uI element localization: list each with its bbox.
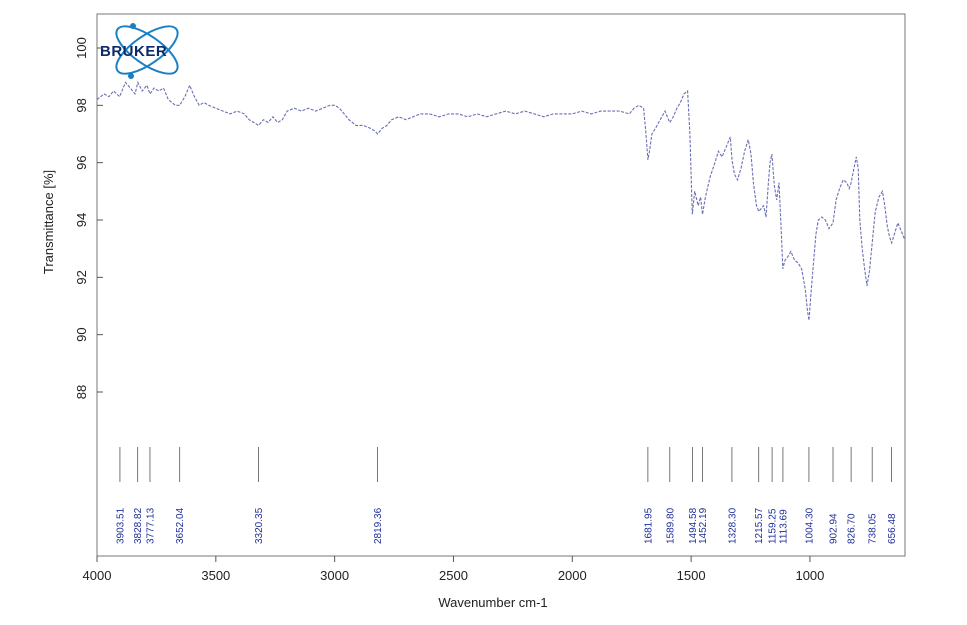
- spectrum-line: [96, 80, 906, 321]
- peak-label: 3777.13: [145, 507, 156, 544]
- peak-label: 3828.82: [133, 507, 144, 544]
- peak-label: 1113.69: [778, 509, 789, 544]
- x-tick-label: 4000: [83, 568, 112, 583]
- peak-label: 1159.25: [768, 508, 779, 544]
- x-tick-label: 2000: [558, 568, 587, 583]
- peak-label: 1215.57: [754, 507, 765, 544]
- peak-label: 1494.58: [688, 507, 699, 544]
- y-tick-label: 88: [74, 385, 89, 399]
- x-tick-label: 1500: [677, 568, 706, 583]
- logo-dot-bottom: [128, 73, 134, 79]
- x-axis-label: Wavenumber cm-1: [438, 595, 547, 610]
- peak-label: 902.94: [829, 513, 840, 544]
- y-axis-label: Transmittance [%]: [41, 170, 56, 274]
- peak-label: 1004.30: [804, 507, 815, 544]
- peak-label: 2819.36: [373, 507, 384, 544]
- peak-label: 1328.30: [727, 507, 738, 544]
- peak-label: 3652.04: [175, 507, 186, 544]
- x-axis: 4000 3500 3000 2500 2000 1500 1000: [83, 556, 824, 583]
- y-tick-label: 92: [74, 270, 89, 284]
- x-tick-label: 2500: [439, 568, 468, 583]
- logo-orbit-1: [115, 25, 179, 75]
- x-tick-label: 1000: [795, 568, 824, 583]
- y-axis: 88 90 92 94 96 98 100: [74, 37, 103, 399]
- x-tick-label: 3000: [320, 568, 349, 583]
- y-tick-label: 90: [74, 327, 89, 341]
- y-tick-label: 96: [74, 155, 89, 169]
- peak-label: 1589.80: [665, 507, 676, 544]
- logo-orbit-2: [115, 25, 179, 75]
- peak-label: 738.05: [868, 513, 879, 544]
- logo-text: BRUKER: [100, 43, 167, 60]
- peak-markers: 3903.51 3828.82 3777.13 3652.04 3320.35 2819.…: [115, 447, 898, 544]
- peak-label: 3320.35: [254, 507, 265, 544]
- peak-label: 656.48: [887, 513, 898, 544]
- x-tick-label: 3500: [201, 568, 230, 583]
- peak-label: 1681.95: [643, 507, 654, 544]
- peak-label: 826.70: [847, 513, 858, 544]
- bruker-logo: BRUKER: [100, 23, 179, 79]
- peak-label: 3903.51: [115, 507, 126, 544]
- y-tick-label: 100: [74, 37, 89, 59]
- peak-label: 1452.19: [698, 507, 709, 544]
- y-tick-label: 98: [74, 98, 89, 112]
- plot-frame: [96, 13, 906, 557]
- spectrum-series: [96, 80, 906, 321]
- y-tick-label: 94: [74, 213, 89, 227]
- logo-dot-top: [130, 23, 136, 29]
